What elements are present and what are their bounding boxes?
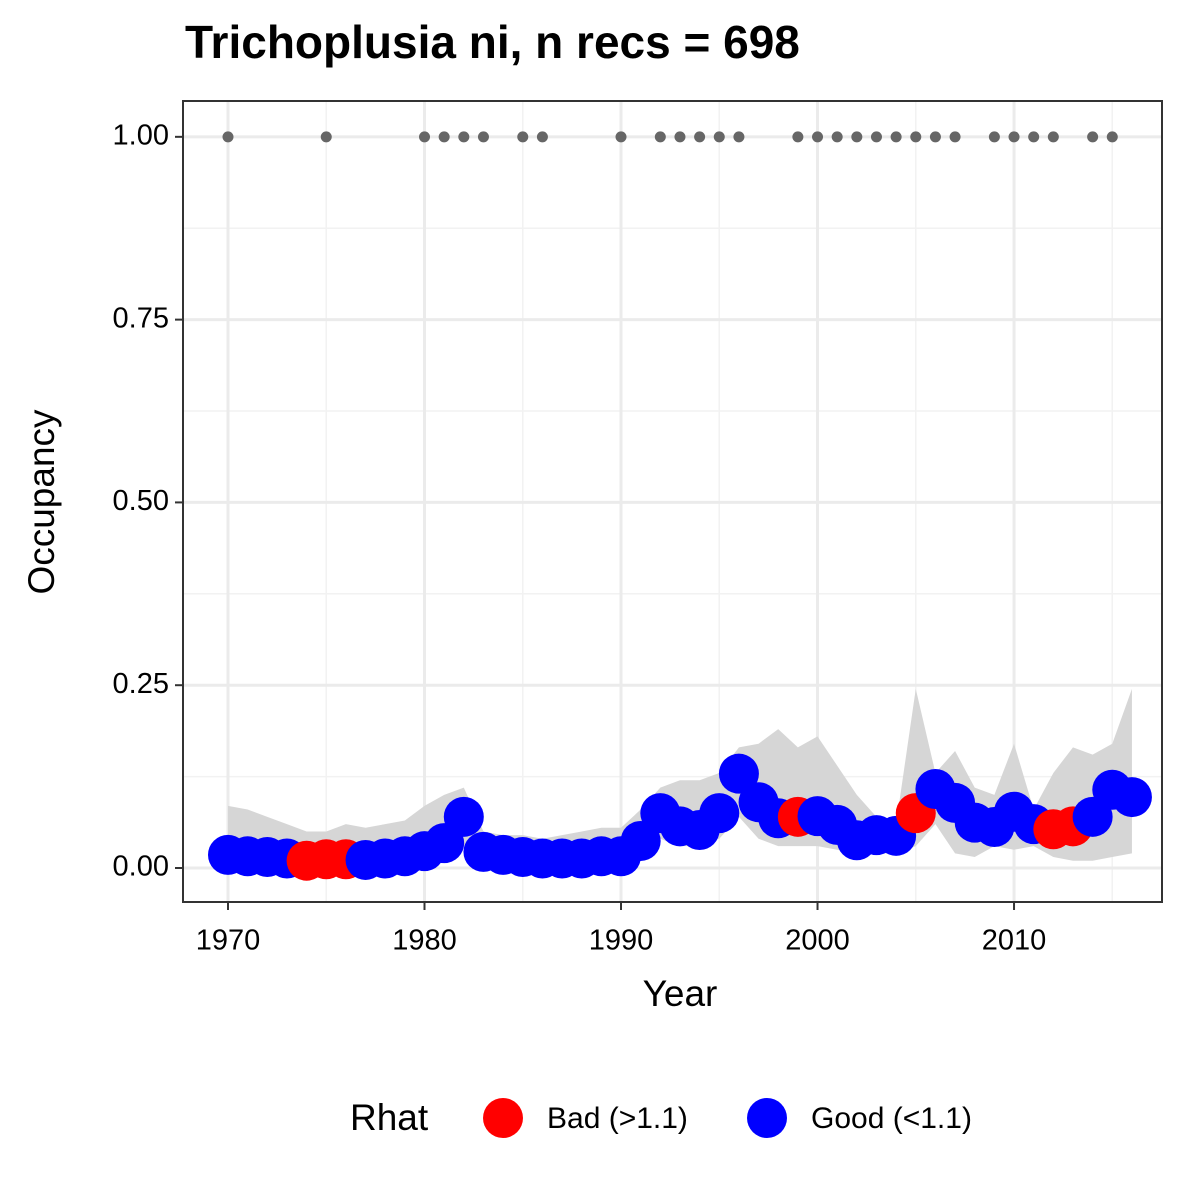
occupancy-point [718, 753, 759, 794]
legend-key [483, 1098, 523, 1138]
chart-title: Trichoplusia ni, n recs = 698 [185, 16, 800, 68]
record-dot [438, 131, 450, 143]
record-dot [694, 131, 706, 143]
record-dot [949, 131, 961, 143]
record-dot [536, 131, 548, 143]
x-tick-label: 2000 [785, 925, 850, 957]
record-dot [674, 131, 686, 143]
record-dot [851, 131, 863, 143]
record-dot [733, 131, 745, 143]
record-dot [1047, 131, 1059, 143]
record-dot [929, 131, 941, 143]
panel-border [182, 100, 1163, 903]
record-dot [458, 131, 470, 143]
y-tick-label: 0.50 [113, 485, 169, 517]
record-dot [988, 131, 1000, 143]
record-dot [870, 131, 882, 143]
record-dot [890, 131, 902, 143]
record-dot [713, 131, 725, 143]
y-axis-title: Occupancy [21, 409, 62, 595]
record-dot [222, 131, 234, 143]
x-tick-label: 2010 [982, 925, 1047, 957]
legend-label: Bad (>1.1) [547, 1102, 688, 1135]
record-dot [812, 131, 824, 143]
occupancy-point [1111, 777, 1152, 818]
x-tick-label: 1970 [196, 925, 261, 957]
record-dot [517, 131, 529, 143]
record-dot [831, 131, 843, 143]
occupancy-point [443, 796, 484, 837]
record-dot [320, 131, 332, 143]
record-dot [1028, 131, 1040, 143]
occupancy-point [620, 820, 661, 861]
x-tick-label: 1980 [392, 925, 457, 957]
y-tick-label: 0.25 [113, 668, 169, 700]
occupancy-point [699, 793, 740, 834]
record-dot [1087, 131, 1099, 143]
record-dot [419, 131, 431, 143]
y-tick-label: 0.75 [113, 302, 169, 334]
legend-label: Good (<1.1) [811, 1102, 972, 1135]
x-tick-label: 1990 [589, 925, 654, 957]
record-dot [1008, 131, 1020, 143]
y-tick-label: 0.00 [113, 851, 169, 883]
record-dot [654, 131, 666, 143]
legend-key [747, 1098, 787, 1138]
record-dot [792, 131, 804, 143]
y-tick-label: 1.00 [113, 119, 169, 151]
record-dot [615, 131, 627, 143]
record-dot [477, 131, 489, 143]
record-dot [910, 131, 922, 143]
record-dot [1106, 131, 1118, 143]
x-axis-title: Year [643, 973, 718, 1014]
legend-title: Rhat [350, 1097, 429, 1138]
